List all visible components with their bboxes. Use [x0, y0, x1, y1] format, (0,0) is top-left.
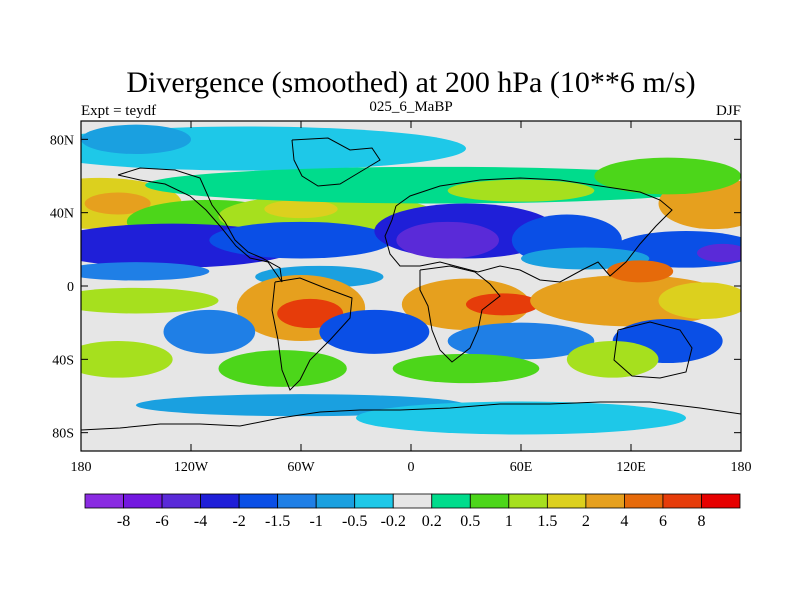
x-tick-label: 180: [71, 460, 92, 475]
colorbar-box-0: [84, 493, 124, 509]
field-patch-6: [264, 199, 338, 219]
y-tick-label: 0: [67, 280, 74, 295]
x-axis: 180 120W 60W 0 60E 120E 180: [71, 121, 752, 475]
colorbar-label: -2: [232, 513, 245, 530]
colorbar-label: -4: [194, 513, 207, 530]
field-patch-38: [356, 401, 686, 435]
field-patch-28: [658, 282, 741, 319]
x-tick-label: 120E: [616, 460, 646, 475]
center-subtitle: 025_6_MaBP: [369, 99, 452, 115]
chart-title: Divergence (smoothed) at 200 hPa (10**6 …: [126, 66, 695, 99]
colorbar-label: 1.5: [537, 513, 557, 530]
field-patch-31: [447, 322, 595, 360]
field-patch-29: [163, 309, 256, 354]
colorbar-box-14: [624, 493, 664, 509]
colorbar-box-16: [701, 493, 741, 509]
field-layer: [81, 121, 741, 451]
colorbar-box-8: [392, 493, 433, 509]
colorbar-box-5: [277, 493, 317, 509]
colorbar-label: 4: [620, 513, 628, 530]
y-axis: 80N 40N 0 40S 80S: [50, 133, 741, 442]
coastline-eurasia: [384, 177, 673, 283]
coastline-north-america: [117, 167, 283, 283]
colorbar-label: 2: [582, 513, 590, 530]
colorbar-box-1: [123, 493, 163, 509]
colorbar-label: 1: [505, 513, 513, 530]
field-patch-23: [277, 298, 344, 329]
colorbar-box-13: [585, 493, 625, 509]
coastline-australia: [613, 321, 693, 379]
field-patch-36: [566, 341, 659, 378]
colorbar-box-15: [662, 493, 702, 509]
colorbar: -8 -6 -4 -2 -1.5 -1 -0.5 -0.2 0.2 0.5 1 1.5 2 4 6 8: [84, 493, 741, 530]
x-tick-label: 0: [408, 460, 415, 475]
colorbar-label: -6: [155, 513, 168, 530]
coastline-antarctica: [81, 401, 741, 431]
field-patch-27: [607, 260, 674, 283]
coastline-south-america: [271, 277, 353, 391]
field-patch-35: [392, 353, 540, 384]
field-patch-17: [697, 243, 741, 263]
colorbar-label: -1: [310, 513, 323, 530]
colorbar-box-7: [354, 493, 394, 509]
field-patch-25: [466, 293, 540, 316]
colorbar-box-2: [161, 493, 201, 509]
field-patch-10: [594, 157, 741, 195]
x-tick-label: 120W: [174, 460, 209, 475]
colorbar-box-12: [546, 493, 587, 509]
y-tick-label: 80N: [50, 133, 74, 148]
colorbar-label: 0.2: [422, 513, 442, 530]
field-patch-3: [84, 192, 151, 215]
y-tick-label: 80S: [52, 427, 74, 442]
colorbar-box-9: [431, 493, 471, 509]
x-tick-label: 60W: [287, 460, 315, 475]
coastline-greenland: [291, 137, 381, 187]
colorbar-label: -8: [117, 513, 130, 530]
colorbar-label: -0.2: [381, 513, 406, 530]
coastline-africa: [419, 265, 501, 363]
field-patch-1: [81, 124, 191, 154]
field-patch-14: [396, 221, 499, 259]
field-patch-21: [81, 287, 219, 314]
field-patch-18: [81, 262, 210, 281]
colorbar-label: -0.5: [342, 513, 367, 530]
colorbar-label: 8: [697, 513, 705, 530]
colorbar-label: -1.5: [265, 513, 290, 530]
y-tick-label: 40S: [52, 353, 74, 368]
colorbar-box-6: [315, 493, 356, 509]
field-patch-30: [319, 309, 430, 354]
left-subtitle: Expt = teydf: [81, 103, 156, 119]
x-tick-label: 60E: [510, 460, 533, 475]
colorbar-box-11: [508, 493, 548, 509]
right-subtitle: DJF: [716, 103, 741, 119]
field-patch-33: [81, 341, 173, 378]
colorbar-label: 0.5: [460, 513, 480, 530]
colorbar-box-4: [238, 493, 279, 509]
field-patch-34: [218, 350, 347, 387]
colorbar-label: 6: [659, 513, 667, 530]
colorbar-box-10: [469, 493, 510, 509]
y-tick-label: 40N: [50, 207, 74, 222]
coastline-outline: [81, 137, 741, 431]
field-patch-8: [447, 179, 595, 202]
x-tick-label: 180: [731, 460, 752, 475]
field-patch-12: [209, 221, 393, 259]
colorbar-box-3: [200, 493, 240, 509]
